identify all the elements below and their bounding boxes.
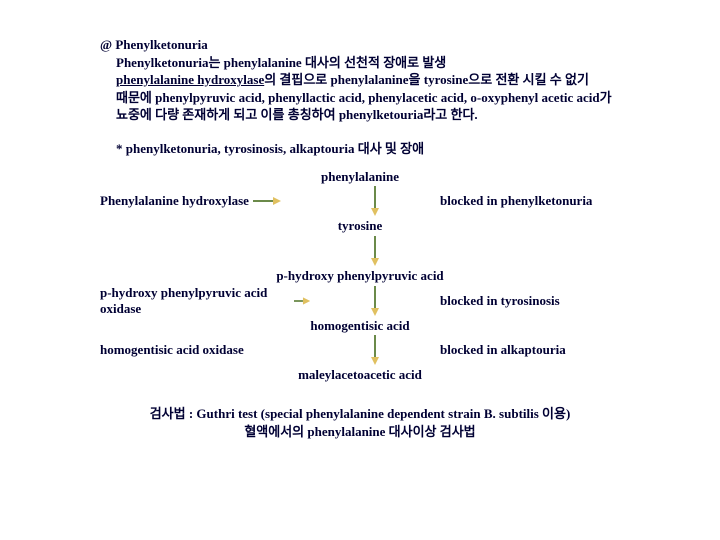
block-label: blocked in alkaptouria xyxy=(440,342,620,358)
header-block: @ Phenylketonuria Phenylketonuria는 pheny… xyxy=(100,36,620,124)
footer-block: 검사법 : Guthri test (special phenylalanine… xyxy=(100,405,620,441)
metabolite: p-hydroxy phenylpyruvic acid xyxy=(100,268,620,284)
down-arrow xyxy=(369,236,381,266)
block-label xyxy=(440,250,620,251)
sub-note: * phenylketonuria, tyrosinosis, alkaptou… xyxy=(100,138,620,157)
down-arrow-icon xyxy=(369,236,381,266)
down-arrow-icon xyxy=(369,286,381,316)
pathway-diagram: phenylalanine Phenylalanine hydroxylase … xyxy=(100,169,620,383)
right-arrow-icon xyxy=(294,296,310,306)
enzyme-label: homogentisic acid oxidase xyxy=(100,342,310,358)
down-arrow-icon xyxy=(369,186,381,216)
pathway-step: Phenylalanine hydroxylase blocked in phe… xyxy=(100,186,620,216)
metabolite: maleylacetoacetic acid xyxy=(100,367,620,383)
underlined-enzyme: phenylalanine hydroxylase xyxy=(116,72,264,87)
metabolite: phenylalanine xyxy=(100,169,620,185)
enzyme-text: homogentisic acid oxidase xyxy=(100,342,244,358)
pathway-step xyxy=(100,236,620,266)
metabolite: tyrosine xyxy=(100,218,620,234)
block-label: blocked in tyrosinosis xyxy=(440,293,620,309)
down-arrow xyxy=(369,286,381,316)
header-line2: phenylalanine hydroxylase의 결핍으로 phenylal… xyxy=(100,71,620,89)
header-line1: Phenylketonuria는 phenylalanine 대사의 선천적 장… xyxy=(100,54,620,72)
pathway-step: p-hydroxy phenylpyruvic acid oxidase blo… xyxy=(100,286,620,316)
footer-line1: 검사법 : Guthri test (special phenylalanine… xyxy=(100,405,620,423)
header-line4: 뇨중에 다량 존재하게 되고 이를 총칭하여 phenylketouria라고 … xyxy=(100,106,620,124)
down-arrow xyxy=(369,335,381,365)
enzyme-text: Phenylalanine hydroxylase xyxy=(100,193,249,209)
enzyme-text: p-hydroxy phenylpyruvic acid oxidase xyxy=(100,285,290,317)
footer-line2: 혈액에서의 phenylalanine 대사이상 검사법 xyxy=(100,423,620,441)
right-arrow-icon xyxy=(253,196,281,206)
header-line2-rest: 의 결핍으로 phenylalanine을 tyrosine으로 전환 시킬 수… xyxy=(264,72,589,87)
header-line3: 때문에 phenylpyruvic acid, phenyllactic aci… xyxy=(100,89,620,107)
enzyme-label xyxy=(100,250,310,251)
block-label: blocked in phenylketonuria xyxy=(440,193,620,209)
enzyme-label: Phenylalanine hydroxylase xyxy=(100,193,310,209)
title: @ Phenylketonuria xyxy=(100,36,620,54)
down-arrow-icon xyxy=(369,335,381,365)
enzyme-label: p-hydroxy phenylpyruvic acid oxidase xyxy=(100,285,310,317)
pathway-step: homogentisic acid oxidase blocked in alk… xyxy=(100,335,620,365)
down-arrow xyxy=(369,186,381,216)
metabolite: homogentisic acid xyxy=(100,318,620,334)
